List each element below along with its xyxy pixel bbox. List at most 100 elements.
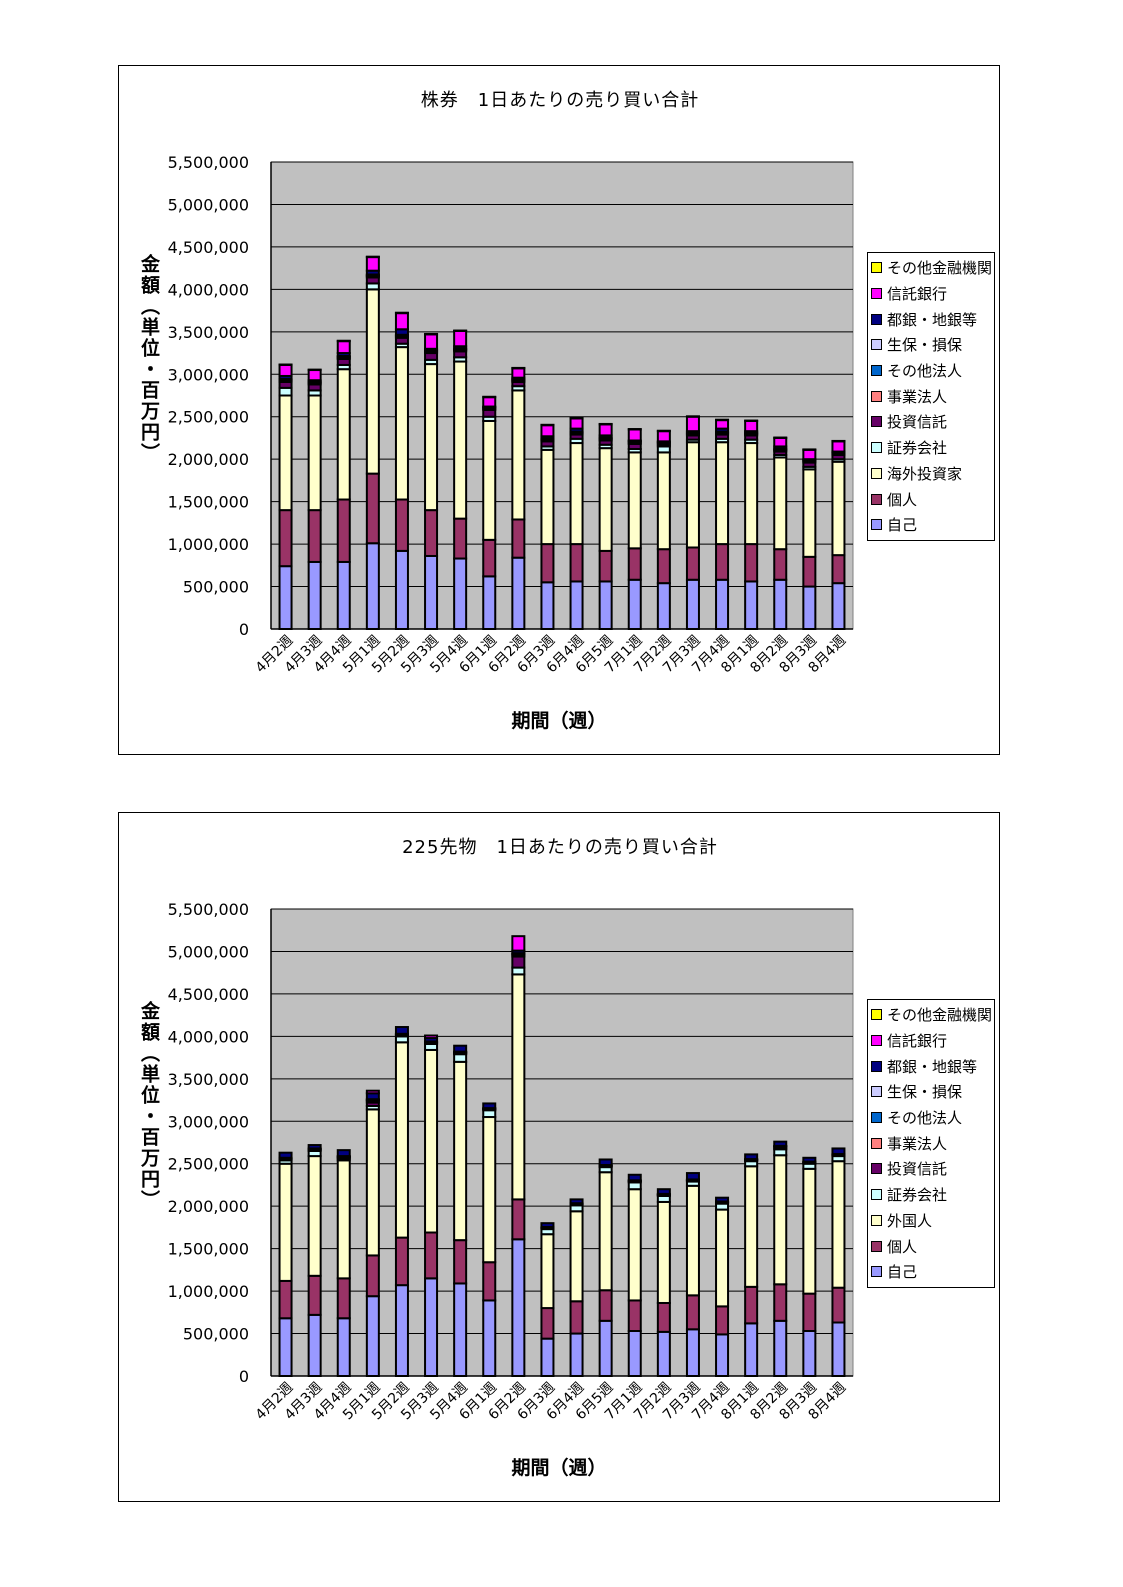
legend-swatch — [871, 1086, 882, 1098]
bar-stack — [394, 311, 409, 630]
bar-segment — [482, 575, 497, 630]
bar-segment — [511, 955, 526, 969]
y-tick-label: 2,500,000 — [168, 1155, 249, 1174]
bar-stack — [278, 1151, 293, 1377]
bar-stack — [627, 1173, 642, 1377]
legend-swatch — [871, 1009, 882, 1021]
legend: その他金融機関 信託銀行 都銀・地銀等 生保・損保 その他法人 事業法人 投資信託 証券会社外… — [867, 999, 995, 1288]
bar-segment — [744, 442, 759, 546]
bar-stack — [598, 422, 613, 631]
bar-segment — [773, 1319, 788, 1377]
bar-segment — [278, 1162, 293, 1282]
bar-segment — [336, 340, 351, 355]
legend-item: 投資信託 — [868, 409, 994, 435]
bar-segment — [598, 1319, 613, 1377]
bar-segment — [715, 1305, 730, 1336]
bar-stack — [482, 395, 497, 630]
legend-label: 事業法人 — [887, 387, 948, 406]
bar-segment — [773, 456, 788, 551]
bar-segment — [540, 543, 555, 584]
legend-swatch — [871, 1240, 882, 1252]
legend-item: その他金融機関 — [868, 255, 994, 281]
bar-segment — [773, 1154, 788, 1286]
bar-segment — [744, 1153, 759, 1161]
bar-segment — [627, 1188, 642, 1302]
bar-segment — [802, 468, 817, 558]
legend-swatch — [871, 493, 882, 505]
legend-swatch — [871, 339, 882, 351]
bar-segment — [511, 966, 526, 976]
bar-segment — [598, 1289, 613, 1322]
bar-stack — [685, 1172, 700, 1377]
bar-segment — [627, 1173, 642, 1182]
bar-segment — [685, 1328, 700, 1377]
bar-segment — [656, 1200, 671, 1304]
bar-stack — [598, 1158, 613, 1377]
bar-stack — [744, 419, 759, 631]
bar-segment — [831, 1321, 846, 1377]
bar-segment — [598, 580, 613, 631]
legend-item: 証券会社 — [868, 435, 994, 461]
bar-segment — [656, 1330, 671, 1378]
legend-swatch — [871, 365, 882, 377]
bar-stack — [278, 363, 293, 630]
bar-segment — [685, 1172, 700, 1181]
legend-label: 外国人 — [887, 1211, 933, 1230]
bar-segment — [365, 1295, 380, 1377]
bar-stack — [831, 1147, 846, 1377]
bar-segment — [307, 369, 322, 382]
legend-item: 都銀・地銀等 — [868, 306, 994, 332]
legend-swatch — [871, 1189, 882, 1201]
bar-segment — [627, 1299, 642, 1332]
y-tick-label: 3,500,000 — [168, 323, 249, 342]
bar-stack — [802, 448, 817, 631]
bar-segment — [540, 1222, 555, 1228]
bar-segment — [831, 1286, 846, 1324]
bar-segment — [511, 367, 526, 379]
bar-segment — [773, 436, 788, 448]
bar-segment — [453, 1282, 468, 1378]
bar-segment — [511, 935, 526, 952]
legend-swatch — [871, 416, 882, 428]
legend-label: その他金融機関 — [887, 1006, 993, 1025]
bar-stack — [511, 935, 526, 1377]
legend-label: 都銀・地銀等 — [887, 1057, 978, 1076]
bar-segment — [511, 518, 526, 559]
legend-label: 自己 — [887, 1263, 918, 1282]
legend-item: 自己 — [868, 1259, 994, 1285]
legend-item: その他法人 — [868, 1105, 994, 1131]
legend-label: 証券会社 — [887, 439, 948, 458]
bar-segment — [685, 1294, 700, 1331]
bar-segment — [802, 1292, 817, 1332]
bar-segment — [453, 329, 468, 348]
bar-segment — [802, 448, 817, 461]
bar-segment — [715, 543, 730, 581]
legend-item: 事業法人 — [868, 383, 994, 409]
bar-segment — [482, 1299, 497, 1377]
bar-segment — [715, 1333, 730, 1377]
y-tick-label: 0 — [239, 620, 249, 639]
legend-swatch — [871, 1060, 882, 1072]
bar-segment — [715, 441, 730, 546]
bar-segment — [424, 363, 439, 512]
bar-segment — [802, 1156, 817, 1163]
bar-segment — [424, 1277, 439, 1378]
bar-segment — [511, 1238, 526, 1377]
legend-item: 個人 — [868, 486, 994, 512]
bar-segment — [336, 1317, 351, 1377]
legend: その他金融機関 信託銀行 都銀・地銀等 生保・損保 その他法人 事業法人 投資信託 証券会社海… — [867, 252, 995, 541]
legend-swatch — [871, 1112, 882, 1124]
bar-stack — [627, 428, 642, 631]
bar-segment — [482, 1116, 497, 1264]
bar-segment — [424, 1231, 439, 1280]
y-tick-label: 2,000,000 — [168, 450, 249, 469]
bar-segment — [569, 1198, 584, 1205]
bar-segment — [482, 1261, 497, 1302]
bar-segment — [307, 1144, 322, 1150]
bar-stack — [569, 417, 584, 631]
bar-segment — [831, 440, 846, 453]
bar-stack — [773, 436, 788, 631]
bar-stack — [831, 439, 846, 631]
bar-stack — [394, 1026, 409, 1378]
bar-segment — [685, 1184, 700, 1297]
